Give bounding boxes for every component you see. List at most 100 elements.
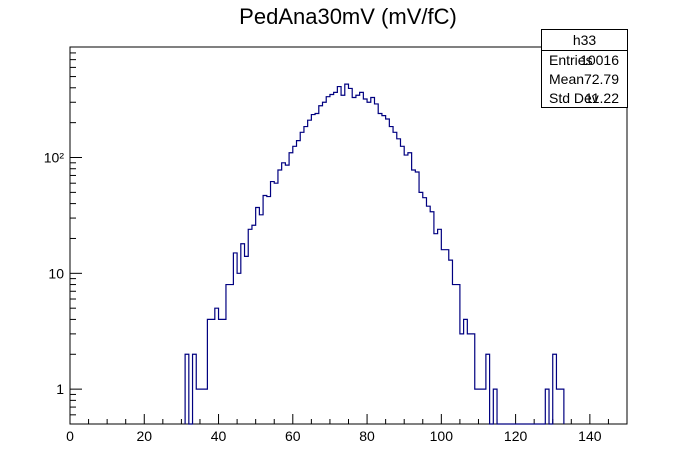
histogram-bin — [449, 260, 453, 424]
histogram-bin — [237, 273, 241, 424]
histogram-bin — [259, 215, 263, 424]
histogram-bin — [371, 97, 375, 424]
histogram-bin — [464, 319, 468, 424]
histogram-bin — [256, 208, 260, 424]
histogram-bin — [219, 319, 223, 424]
histogram-bins — [185, 84, 564, 424]
histogram-bin — [293, 146, 297, 424]
histogram-bin — [478, 389, 482, 424]
x-tick-label: 40 — [211, 428, 227, 444]
y-tick-label: 1 — [56, 381, 64, 397]
stats-value: 10016 — [580, 52, 619, 68]
histogram-bin — [419, 192, 423, 424]
histogram-bin — [207, 319, 211, 424]
histogram-bin — [274, 183, 278, 424]
y-tick-label: 10 — [48, 265, 64, 281]
histogram-bin — [345, 84, 349, 424]
histogram-bin — [245, 256, 249, 424]
histogram-bin — [308, 120, 312, 424]
x-tick-label: 140 — [578, 428, 602, 444]
histogram-bin — [300, 132, 304, 424]
histogram-bin — [233, 253, 237, 424]
histogram-bin — [408, 153, 412, 424]
histogram-bin — [315, 113, 319, 424]
histogram-bin — [397, 139, 401, 424]
histogram-bin — [200, 389, 204, 424]
histogram-bin — [486, 354, 490, 424]
histogram-bin — [389, 127, 393, 424]
histogram-bin — [545, 389, 549, 424]
histogram-bin — [415, 172, 419, 424]
y-tick-label: 10² — [44, 150, 65, 166]
histogram-bin — [241, 244, 245, 424]
x-tick-label: 0 — [66, 428, 74, 444]
stats-value: 11.22 — [585, 90, 619, 106]
x-tick-label: 60 — [285, 428, 301, 444]
histogram-bin — [493, 389, 497, 424]
histogram-bin — [445, 250, 449, 424]
x-tick-label: 80 — [359, 428, 375, 444]
stats-value: 72.79 — [583, 71, 619, 87]
histogram-bin — [374, 104, 378, 424]
histogram-line — [184, 83, 565, 425]
histogram-bin — [460, 334, 464, 424]
x-tick-label: 100 — [430, 428, 454, 444]
histogram-bin — [438, 229, 442, 424]
histogram-bin — [475, 389, 479, 424]
stats-row-std-dev: Std Dev 11.22 — [542, 89, 627, 108]
histogram-bin — [467, 334, 471, 424]
histogram-bin — [282, 163, 286, 424]
histogram-bin — [226, 285, 230, 424]
histogram-bin — [452, 285, 456, 424]
histogram-bin — [193, 354, 197, 424]
x-tick-label: 20 — [136, 428, 152, 444]
stats-box-name: h33 — [542, 30, 627, 51]
histogram-bin — [393, 132, 397, 424]
histogram-bin — [349, 88, 353, 424]
histogram-bin — [304, 127, 308, 424]
histogram-bin — [215, 308, 219, 424]
histogram-bin — [560, 389, 564, 424]
histogram-bin — [271, 182, 275, 424]
histogram-bin — [412, 170, 416, 424]
histogram-bin — [423, 198, 427, 424]
histogram-bin — [341, 95, 345, 424]
histogram-bin — [441, 250, 445, 424]
histogram-bin — [211, 319, 215, 424]
stats-box: h33 Entries 10016 Mean 72.79 Std Dev 11.… — [541, 29, 628, 108]
histogram-bin — [363, 99, 367, 424]
histogram-bin — [230, 285, 234, 424]
histogram-bin — [248, 229, 252, 424]
histogram-bin — [471, 334, 475, 424]
histogram-bin — [404, 155, 408, 424]
histogram-bin — [356, 95, 360, 424]
histogram-bin — [204, 389, 208, 424]
histogram-bin — [434, 234, 438, 424]
histogram-bin — [378, 113, 382, 424]
x-axis: 0 20 40 60 80 100 120 140 — [66, 414, 628, 444]
histogram-bin — [386, 119, 390, 424]
histogram-bin — [360, 92, 364, 424]
histogram-bin — [553, 354, 557, 424]
histogram-bin — [185, 354, 189, 424]
histogram-bin — [334, 92, 338, 424]
histogram-bin — [430, 212, 434, 424]
stats-row-mean: Mean 72.79 — [542, 70, 627, 89]
histogram-bin — [330, 95, 334, 424]
histogram-bin — [222, 319, 226, 424]
histogram-bin — [278, 170, 282, 424]
histogram-bin — [319, 106, 323, 424]
histogram-bin — [400, 146, 404, 424]
stats-row-entries: Entries 10016 — [542, 51, 627, 70]
histogram-bin — [326, 97, 330, 424]
histogram-bin — [556, 389, 560, 424]
histogram-bin — [311, 115, 315, 424]
histogram-bin — [367, 102, 371, 424]
stats-label: Std Dev — [549, 90, 599, 106]
histogram-bin — [337, 87, 341, 424]
histogram-bin — [323, 102, 327, 424]
histogram-bin — [289, 153, 293, 424]
y-axis: 1 10 10² — [44, 46, 82, 425]
histogram-bin — [297, 141, 301, 424]
